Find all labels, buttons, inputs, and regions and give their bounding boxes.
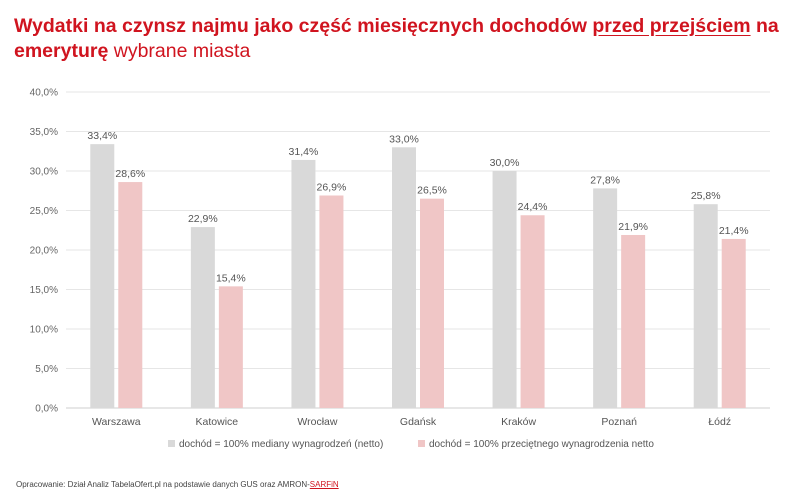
legend-label: dochód = 100% przeciętnego wynagrodzenia… — [429, 439, 654, 450]
bar — [90, 144, 115, 408]
data-label: 30,0% — [490, 157, 520, 169]
title-main: Wydatki na czynsz najmu jako część miesi… — [14, 15, 593, 37]
bar — [693, 204, 718, 408]
y-tick-label: 30,0% — [30, 167, 58, 178]
bar — [593, 188, 618, 408]
legend-label: dochód = 100% mediany wynagrodzeń (netto… — [179, 439, 383, 450]
category-label: Gdańsk — [400, 416, 437, 428]
y-tick-label: 0,0% — [35, 404, 58, 415]
bar — [218, 286, 243, 408]
data-label: 24,4% — [518, 201, 548, 213]
bar — [420, 198, 444, 408]
data-label: 26,9% — [317, 181, 347, 193]
source-text: Opracowanie: Dział Analiz TabelaOfert.pl… — [16, 480, 310, 489]
data-label: 26,5% — [417, 185, 447, 197]
bar — [492, 171, 517, 408]
legend-swatch — [418, 440, 425, 447]
y-tick-label: 20,0% — [30, 246, 58, 257]
bar — [721, 238, 746, 408]
source-note: Opracowanie: Dział Analiz TabelaOfert.pl… — [16, 480, 339, 489]
bar — [392, 147, 416, 409]
bar — [621, 234, 646, 408]
data-label: 21,4% — [719, 225, 749, 237]
data-label: 33,4% — [87, 130, 117, 142]
category-label: Łódź — [708, 416, 731, 428]
chart-title: Wydatki na czynsz najmu jako część miesi… — [14, 14, 784, 64]
y-tick-label: 5,0% — [35, 364, 58, 375]
data-label: 22,9% — [188, 213, 218, 225]
data-label: 28,6% — [115, 168, 145, 180]
bar — [319, 195, 344, 408]
bar — [291, 159, 316, 408]
category-label: Katowice — [196, 416, 239, 428]
y-tick-label: 15,0% — [30, 285, 58, 296]
category-label: Kraków — [501, 416, 536, 428]
y-tick-label: 25,0% — [30, 206, 58, 217]
data-label: 33,0% — [389, 133, 419, 145]
data-label: 27,8% — [590, 174, 620, 186]
data-label: 25,8% — [691, 190, 721, 202]
legend-swatch — [168, 440, 175, 447]
y-tick-label: 10,0% — [30, 325, 58, 336]
y-tick-label: 40,0% — [30, 88, 58, 99]
category-label: Poznań — [601, 416, 637, 428]
data-label: 31,4% — [289, 146, 319, 158]
bar — [520, 215, 545, 408]
category-label: Warszawa — [92, 416, 141, 428]
data-label: 15,4% — [216, 272, 246, 284]
y-tick-label: 35,0% — [30, 127, 58, 138]
bar — [118, 182, 143, 408]
title-main-end: na emeryturę — [14, 15, 779, 62]
source-brand: SARFiN — [309, 480, 339, 489]
title-emphasis: przed przejściem — [592, 15, 751, 37]
data-label: 21,9% — [618, 221, 648, 233]
category-label: Wrocław — [297, 416, 337, 428]
bar — [190, 227, 215, 408]
title-subtitle: wybrane miasta — [108, 40, 251, 62]
